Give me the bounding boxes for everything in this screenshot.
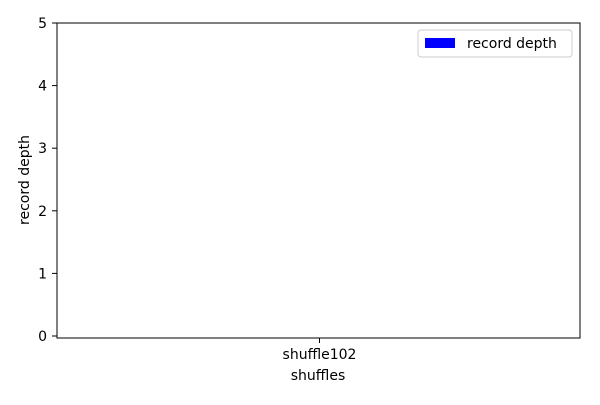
y-tick-label: 1 <box>38 266 47 282</box>
plot-area <box>56 22 581 339</box>
y-axis-label: record depth <box>17 135 33 225</box>
x-axis-label: shuffles <box>291 368 345 384</box>
y-tick-label: 5 <box>38 16 47 32</box>
legend-box <box>417 29 573 58</box>
legend-swatch <box>425 38 455 48</box>
y-tick-label: 0 <box>38 329 47 345</box>
y-tick-label: 4 <box>38 79 47 95</box>
y-tick-label: 2 <box>38 204 47 220</box>
x-tick-label: shuffle102 <box>283 347 357 363</box>
legend-label: record depth <box>467 36 557 52</box>
legend: record depth <box>417 29 573 58</box>
y-axis-ticks: 0 1 2 3 4 5 <box>38 16 57 345</box>
x-axis-ticks: shuffle102 <box>283 338 357 363</box>
y-tick-label: 3 <box>38 141 47 157</box>
